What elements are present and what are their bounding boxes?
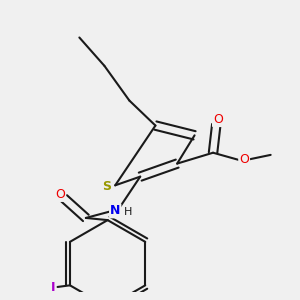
Text: N: N bbox=[110, 204, 120, 218]
Text: O: O bbox=[213, 113, 223, 126]
Text: S: S bbox=[103, 181, 112, 194]
Text: I: I bbox=[50, 281, 55, 294]
Text: O: O bbox=[239, 153, 249, 166]
Text: O: O bbox=[55, 188, 65, 201]
Text: H: H bbox=[123, 207, 132, 217]
